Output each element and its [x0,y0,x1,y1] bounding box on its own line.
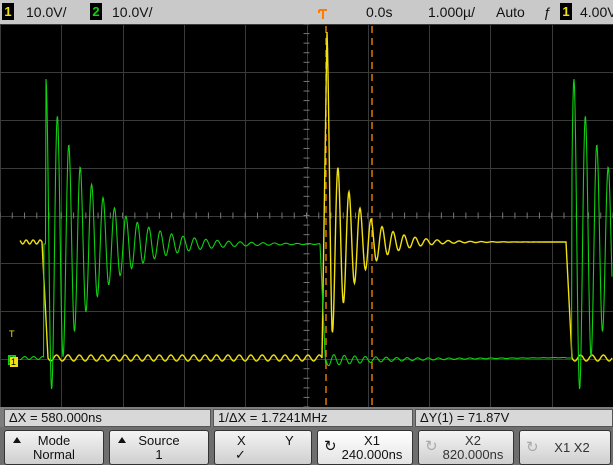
menu-arrow-icon [13,437,21,443]
x2-value: 820.000ns [442,447,504,462]
x1-x2-label: X1 X2 [554,440,590,455]
x1-label: X1 [364,433,380,448]
trigger-level[interactable]: 4.00V [580,4,613,20]
delta-y-readout: ΔY(1) = 71.87V [415,409,613,427]
source-label: Source [138,433,180,448]
x2-label: X2 [465,433,481,448]
measurement-bar: ΔX = 580.000ns 1/ΔX = 1.7241MHz ΔY(1) = … [0,407,613,427]
x1-softkey[interactable]: ↻ X1 240.000ns [317,430,413,465]
time-base[interactable]: 1.000µ/ [428,4,475,20]
channel-1-badge[interactable]: 1 [2,3,14,20]
mode-value: Normal [33,447,75,462]
entry-knob-icon: ↻ [526,439,539,456]
menu-arrow-icon [118,437,126,443]
x1-value: 240.000ns [341,447,403,462]
channel-1-ground-marker [10,357,18,367]
delta-x-readout: ΔX = 580.000ns [4,409,211,427]
channel-1-ground-label: 1 [11,357,16,367]
waveform-display[interactable]: T 2 1 [0,24,613,407]
channel-1-number: 1 [4,4,12,19]
xy-softkey[interactable]: X Y ✓ [214,430,312,465]
trigger-source-number: 1 [562,4,570,19]
source-softkey[interactable]: Source 1 [109,430,209,465]
trigger-mode[interactable]: Auto [496,4,525,20]
mode-label: Mode [37,433,71,448]
entry-knob-icon: ↻ [425,438,438,455]
trigger-position-icon [318,9,327,19]
trigger-source-badge[interactable]: 1 [560,3,572,20]
channel-2-number: 2 [92,4,100,19]
softkey-menu: Mode Normal Source 1 X Y ✓ ↻ X1 240.000n… [0,427,613,465]
trigger-level-marker: T [9,329,15,339]
channel-1-scale[interactable]: 10.0V/ [26,4,67,20]
inverse-delta-x-readout: 1/ΔX = 1.7241MHz [213,409,413,427]
x2-softkey[interactable]: ↻ X2 820.000ns [418,430,514,465]
source-value: 1 [155,447,163,462]
mode-softkey[interactable]: Mode Normal [4,430,104,465]
x-label: X [237,433,246,448]
time-delay[interactable]: 0.0s [366,4,393,20]
channel-2-badge[interactable]: 2 [90,3,102,20]
trigger-slope-icon: ƒ [543,4,551,20]
graticule-center-ticks [0,24,613,407]
status-bar: 1 10.0V/ 2 10.0V/ 0.0s 1.000µ/ Auto ƒ 1 … [0,0,613,25]
x-selected-check-icon: ✓ [235,447,246,462]
entry-knob-icon: ↻ [324,438,337,455]
channel-2-scale[interactable]: 10.0V/ [112,4,153,20]
channel-1-trace [19,31,613,362]
x1-x2-softkey[interactable]: ↻ X1 X2 [519,430,611,465]
y-label: Y [285,433,294,448]
channel-2-trace [20,78,613,390]
